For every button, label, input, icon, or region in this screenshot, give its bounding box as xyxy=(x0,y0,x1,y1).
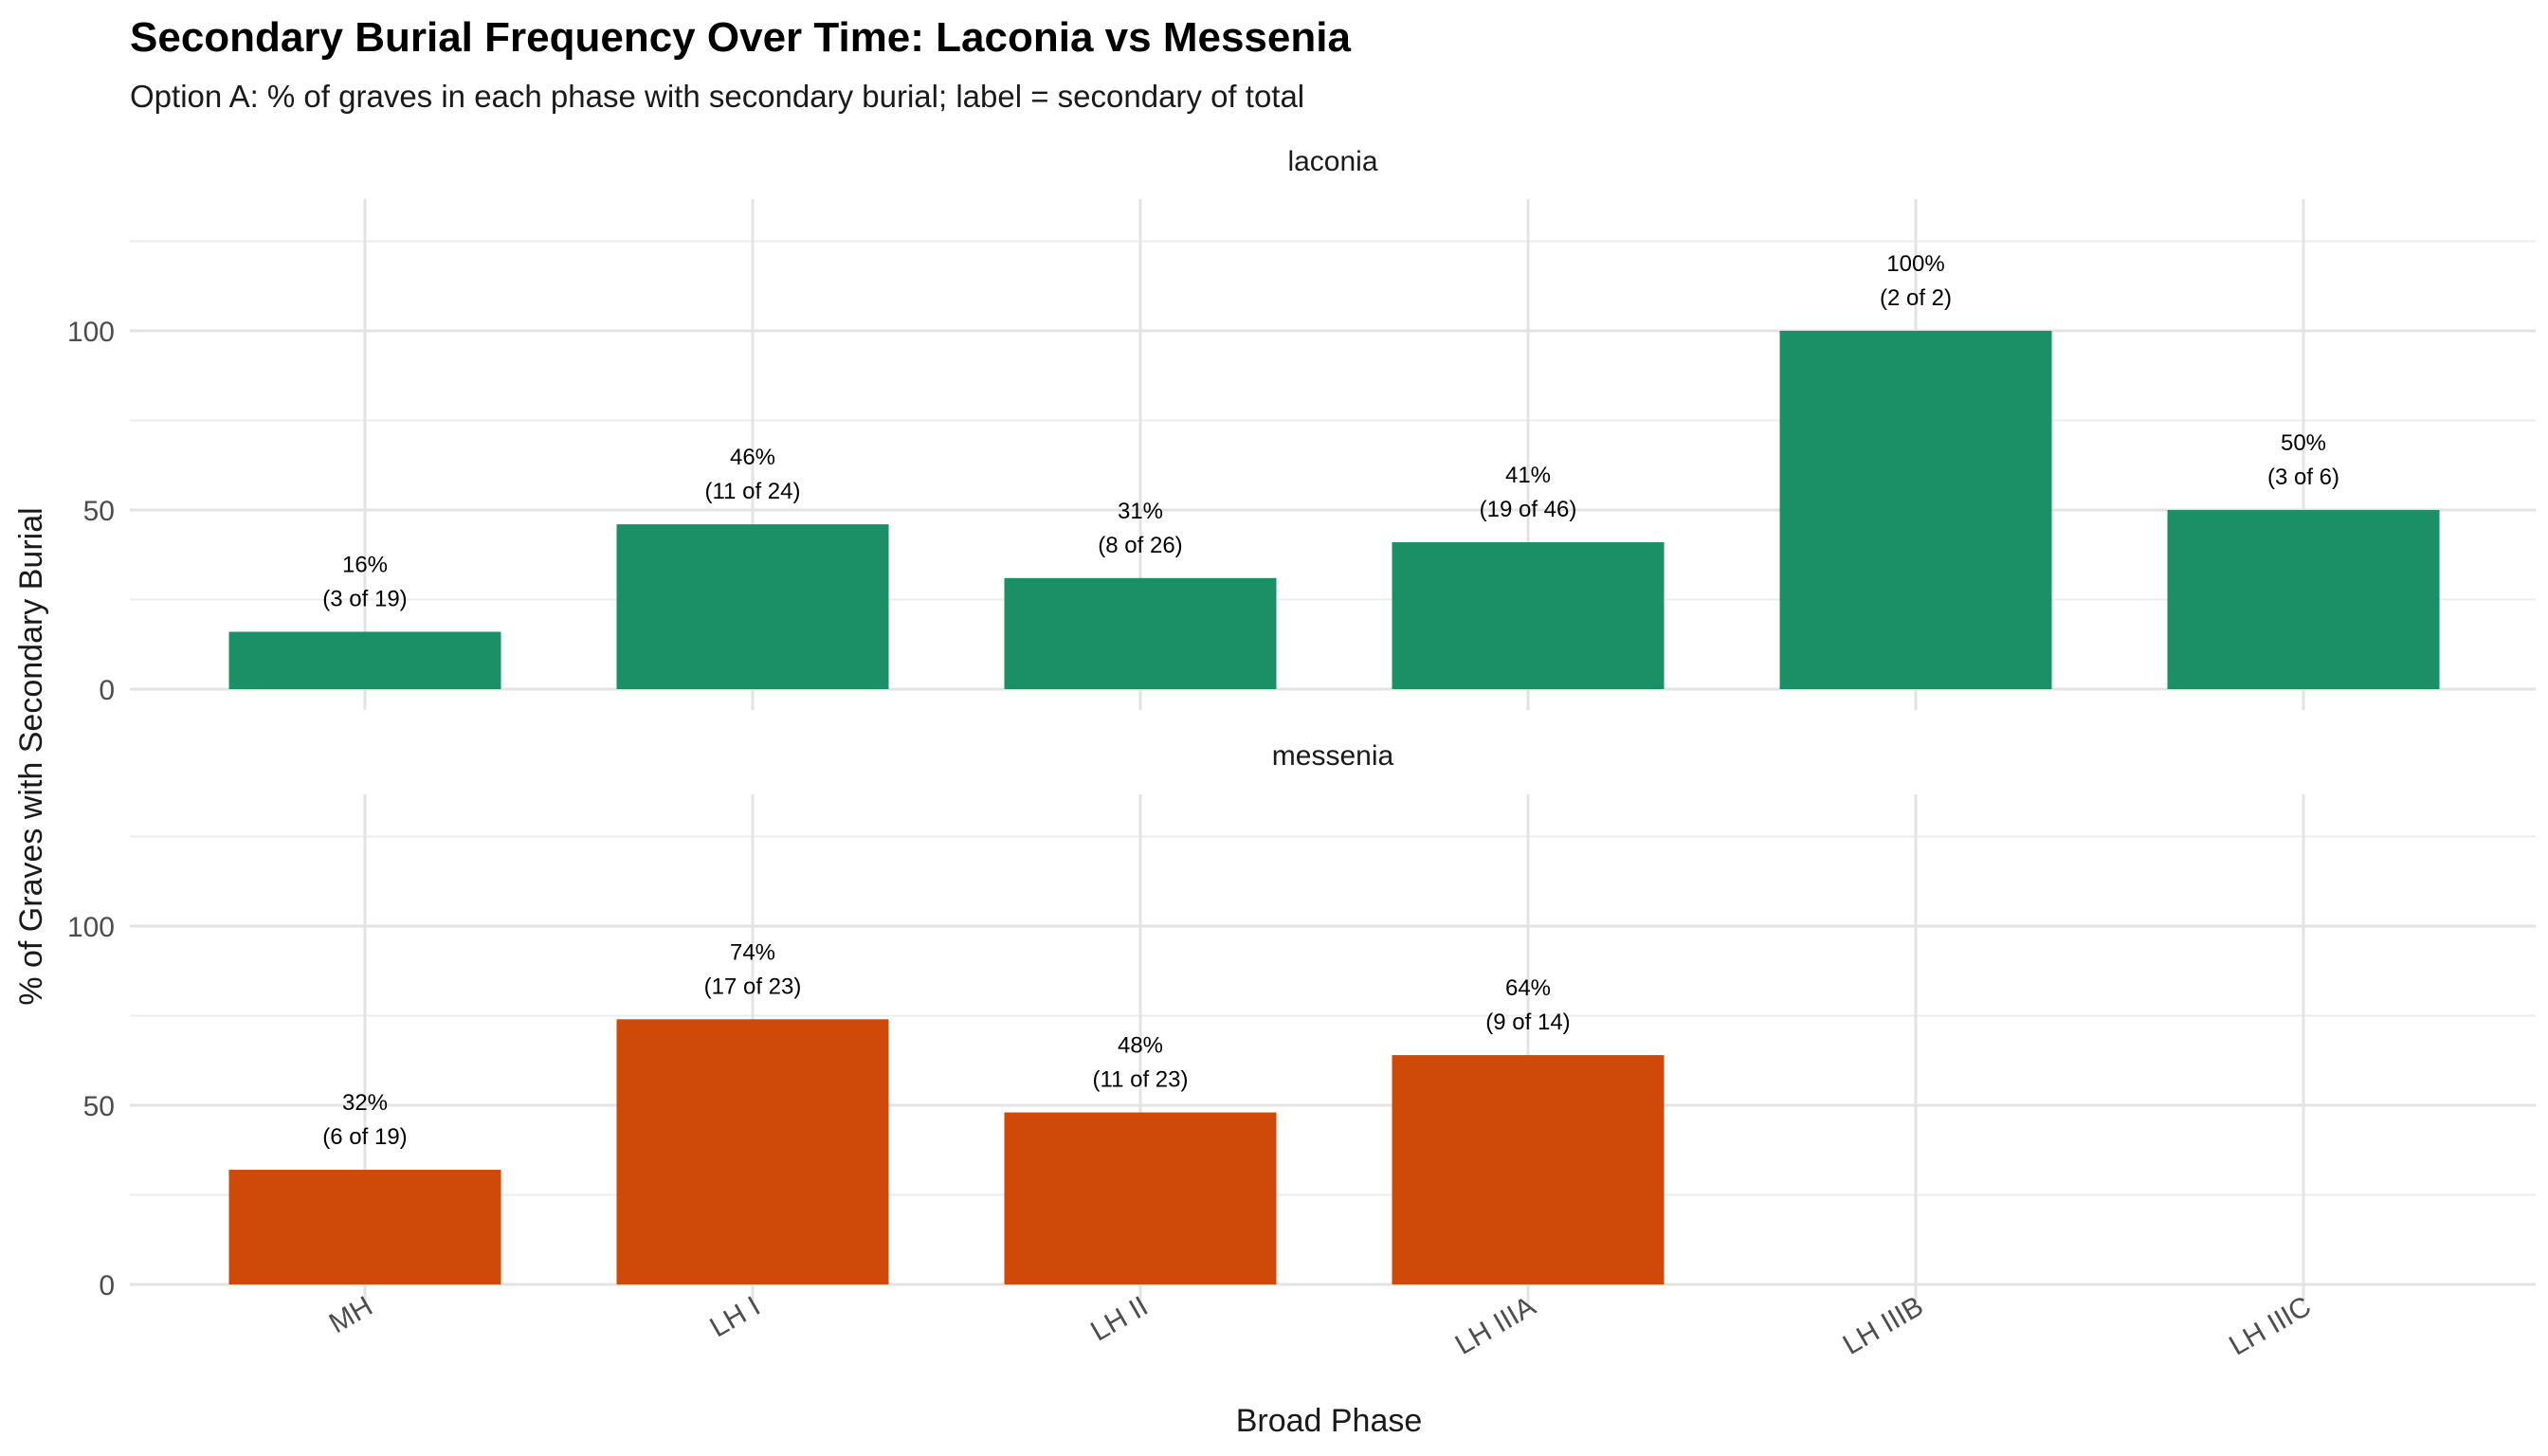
facet-messenia: messenia 0 50 100 32% (6 of 19) 74% (17 of 23) 4… xyxy=(67,740,2536,1362)
bar-count-label: (11 of 23) xyxy=(1093,1067,1189,1093)
x-tick-label: LH II xyxy=(1085,1290,1153,1347)
bar-messenia xyxy=(1004,1112,1277,1284)
bar-count-label: (11 of 24) xyxy=(705,479,801,504)
bar-messenia xyxy=(1392,1055,1665,1284)
x-tick-label: LH IIIA xyxy=(1450,1290,1541,1360)
bar-count-label: (3 of 19) xyxy=(322,587,407,612)
bar-percent-label: 48% xyxy=(1118,1033,1163,1059)
bar-laconia xyxy=(616,524,889,689)
x-tick-label: LH I xyxy=(704,1290,765,1343)
bar-laconia xyxy=(2167,510,2440,689)
bar-count-label: (2 of 2) xyxy=(1880,285,1952,311)
bar-count-label: (3 of 6) xyxy=(2267,464,2339,490)
bar-count-label: (6 of 19) xyxy=(322,1124,407,1150)
bar-percent-label: 41% xyxy=(1505,463,1551,488)
x-axis-title: Broad Phase xyxy=(1236,1403,1423,1439)
bar-percent-label: 64% xyxy=(1505,975,1551,1001)
bar-laconia xyxy=(1004,577,1277,689)
chart-title: Secondary Burial Frequency Over Time: La… xyxy=(130,14,1351,61)
facet-strip-label: laconia xyxy=(1287,146,1377,177)
facet-strip-label: messenia xyxy=(1272,740,1394,772)
chart-subtitle: Option A: % of graves in each phase with… xyxy=(130,79,1304,114)
bar-messenia xyxy=(616,1019,889,1284)
bar-percent-label: 32% xyxy=(342,1090,388,1116)
bar-count-label: (19 of 46) xyxy=(1480,497,1577,522)
bar-percent-label: 100% xyxy=(1886,251,1944,277)
bar-laconia xyxy=(1779,331,2052,689)
bar-count-label: (9 of 14) xyxy=(1485,1010,1570,1035)
y-tick-label: 50 xyxy=(83,496,115,527)
x-tick-label: MH xyxy=(324,1290,378,1339)
y-tick-label: 100 xyxy=(67,912,115,943)
y-tick-label: 0 xyxy=(99,1270,115,1301)
bar-laconia xyxy=(1392,542,1665,689)
bar-percent-label: 50% xyxy=(2281,430,2326,456)
y-axis-title: % of Graves with Secondary Burial xyxy=(13,507,49,1005)
bar-percent-label: 16% xyxy=(342,553,388,578)
bar-messenia xyxy=(228,1170,501,1284)
y-tick-label: 0 xyxy=(99,675,115,706)
facet-laconia: laconia 0 50 100 16% (3 of 19) 46% (11 of 24) 31… xyxy=(67,146,2536,710)
facet-panels: laconia 0 50 100 16% (3 of 19) 46% (11 of 24) 31… xyxy=(67,146,2536,1362)
x-tick-label: LH IIIC xyxy=(2224,1290,2316,1361)
x-tick-label: LH IIIB xyxy=(1838,1290,1929,1360)
bar-percent-label: 74% xyxy=(730,939,775,965)
bar-count-label: (17 of 23) xyxy=(704,974,802,999)
bar-percent-label: 31% xyxy=(1118,499,1163,524)
y-tick-label: 100 xyxy=(67,317,115,348)
bar-count-label: (8 of 26) xyxy=(1098,533,1182,558)
bar-percent-label: 46% xyxy=(730,445,775,470)
y-tick-label: 50 xyxy=(83,1091,115,1122)
bar-laconia xyxy=(228,631,501,689)
